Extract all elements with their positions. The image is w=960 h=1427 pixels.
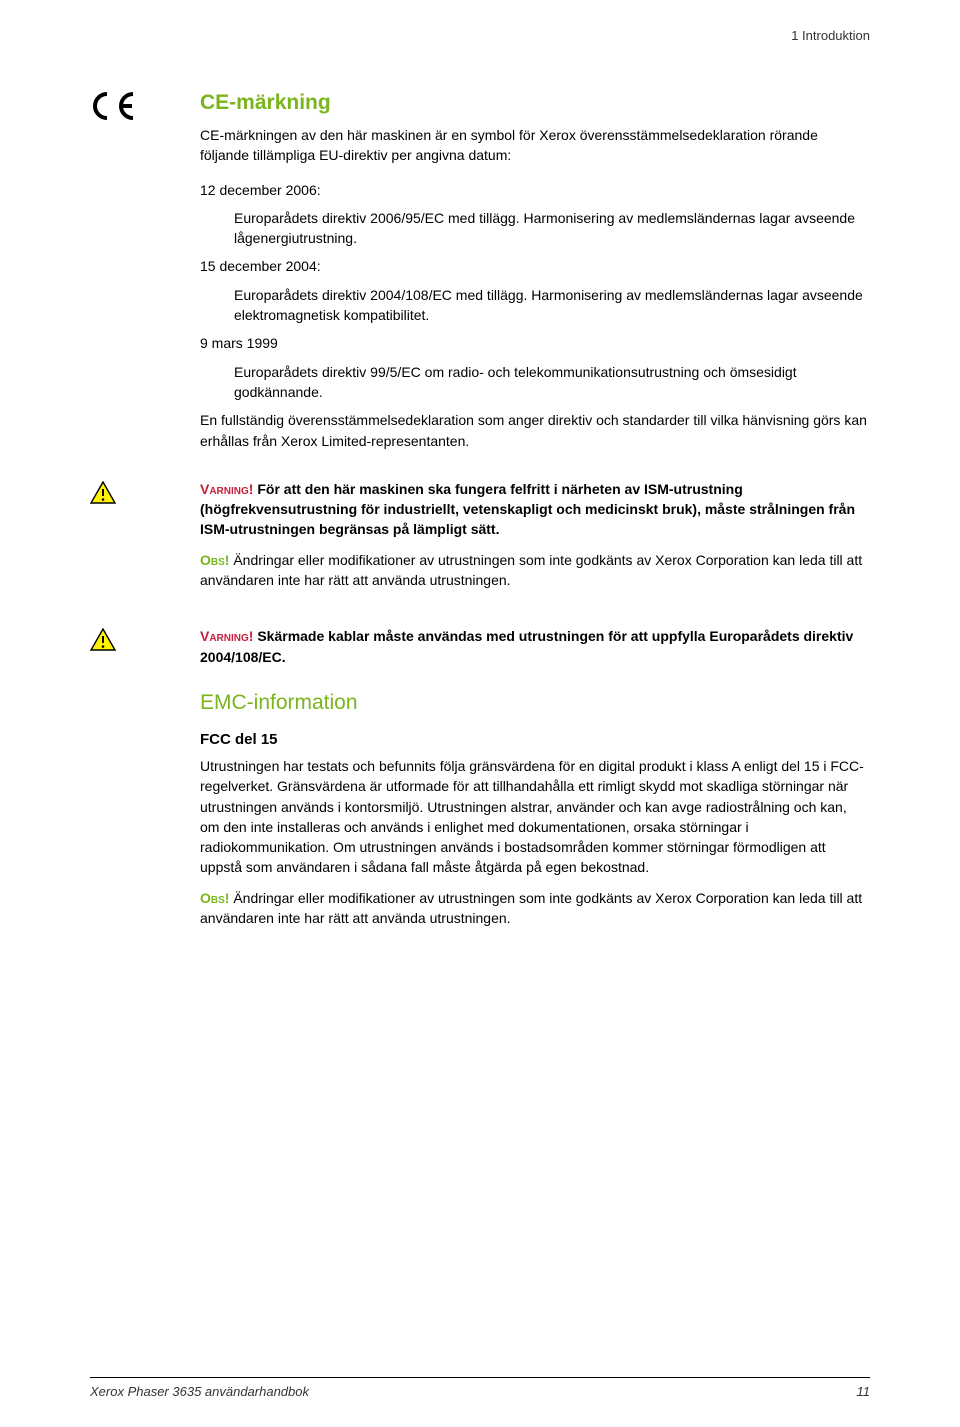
warning-1-body: För att den här maskinen ska fungera fel… (200, 481, 855, 538)
obs-1-body: Ändringar eller modifikationer av utrust… (200, 552, 862, 588)
date-2-label: 15 december 2004: (200, 256, 870, 276)
obs-2-body: Ändringar eller modifikationer av utrust… (200, 890, 862, 926)
date-2-text: Europarådets direktiv 2004/108/EC med ti… (234, 285, 870, 326)
footer-page-number: 11 (857, 1384, 871, 1399)
fcc-text: Utrustningen har testats och befunnits f… (200, 756, 870, 878)
date-1-label: 12 december 2006: (200, 180, 870, 200)
footer-left: Xerox Phaser 3635 användarhandbok (90, 1384, 309, 1399)
ce-intro: CE-märkningen av den här maskinen är en … (200, 125, 870, 166)
page-header: 1 Introduktion (90, 28, 870, 43)
date-3-text: Europarådets direktiv 99/5/EC om radio- … (234, 362, 870, 403)
obs-label: Obs! (200, 890, 229, 906)
ce-section: CE-märkning CE-märkningen av den här mas… (90, 91, 870, 174)
warning-label: Varning! (200, 481, 253, 497)
obs-1: Obs! Ändringar eller modifikationer av u… (200, 550, 870, 591)
ce-closing: En fullständig överensstämmelsedeklarati… (200, 410, 870, 451)
date-3-label: 9 mars 1999 (200, 333, 870, 353)
date-1-text: Europarådets direktiv 2006/95/EC med til… (234, 208, 870, 249)
warning-label: Varning! (200, 628, 253, 644)
warning-2-text: Varning! Skärmade kablar måste användas … (200, 626, 870, 667)
ce-mark-icon (90, 91, 200, 129)
page-footer: Xerox Phaser 3635 användarhandbok 11 (90, 1377, 870, 1399)
fcc-title: FCC del 15 (200, 731, 870, 748)
emc-title: EMC-information (200, 691, 870, 715)
obs-label: Obs! (200, 552, 229, 568)
warning-icon (90, 481, 116, 504)
obs-2: Obs! Ändringar eller modifikationer av u… (200, 888, 870, 929)
warning-block-1: Varning! För att den här maskinen ska fu… (90, 479, 870, 598)
warning-icon (90, 628, 116, 651)
warning-1-text: Varning! För att den här maskinen ska fu… (200, 479, 870, 540)
warning-2-body: Skärmade kablar måste användas med utrus… (200, 628, 853, 664)
warning-block-2: Varning! Skärmade kablar måste användas … (90, 626, 870, 936)
ce-title: CE-märkning (200, 91, 870, 115)
